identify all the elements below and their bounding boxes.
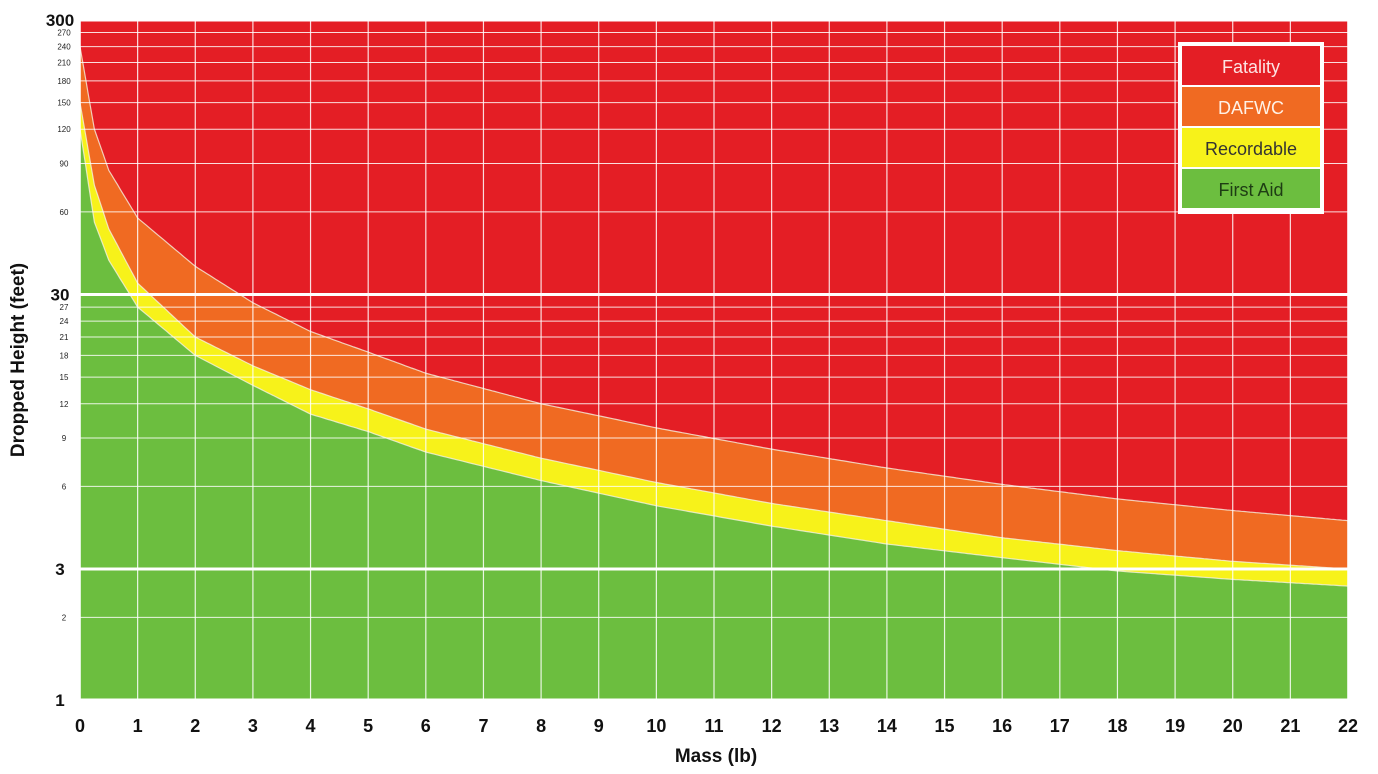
x-tick-label: 3 <box>248 716 258 736</box>
y-tick-label: 15 <box>60 373 69 382</box>
legend-swatch-fatality <box>1182 46 1320 85</box>
y-axis-label: Dropped Height (feet) <box>8 263 29 457</box>
y-tick-label: 270 <box>57 29 71 38</box>
y-tick-label: 2 <box>62 613 67 622</box>
legend-label: Recordable <box>1205 139 1297 159</box>
legend-label: DAFWC <box>1218 98 1284 118</box>
legend-swatch-dafwc <box>1182 87 1320 126</box>
x-tick-label: 10 <box>646 716 666 736</box>
legend: Fatality DAFWC Recordable First Aid <box>1178 42 1324 214</box>
x-axis-ticks: 0 1 2 3 4 5 6 7 8 9 10 11 12 13 14 15 16 17 18 19 20 21 22 <box>75 716 1358 736</box>
plot-border <box>79 19 1349 701</box>
x-tick-label: 1 <box>133 716 143 736</box>
x-tick-label: 13 <box>819 716 839 736</box>
x-tick-label: 16 <box>992 716 1012 736</box>
band-first-aid <box>80 129 1348 700</box>
y-tick-label: 240 <box>57 43 71 52</box>
y-tick-label: 120 <box>57 125 71 134</box>
y-tick-label: 60 <box>60 208 69 217</box>
y-tick-label: 27 <box>60 303 69 312</box>
x-tick-label: 7 <box>478 716 488 736</box>
x-tick-label: 19 <box>1165 716 1185 736</box>
x-tick-label: 17 <box>1050 716 1070 736</box>
x-tick-label: 0 <box>75 716 85 736</box>
x-tick-label: 15 <box>935 716 955 736</box>
y-tick-label: 6 <box>62 482 67 491</box>
y-tick-label: 18 <box>60 351 69 360</box>
x-tick-label: 11 <box>704 716 723 736</box>
y-tick-label-major: 1 <box>55 691 64 710</box>
x-tick-label: 20 <box>1223 716 1243 736</box>
x-tick-label: 21 <box>1280 716 1300 736</box>
grid <box>79 18 1349 702</box>
x-tick-label: 22 <box>1338 716 1358 736</box>
legend-swatch-recordable <box>1182 128 1320 167</box>
x-tick-label: 5 <box>363 716 373 736</box>
y-tick-label: 210 <box>57 59 71 68</box>
y-tick-label: 180 <box>57 77 71 86</box>
legend-label: First Aid <box>1218 180 1283 200</box>
x-axis-label: Mass (lb) <box>675 746 757 767</box>
y-tick-label: 24 <box>60 317 69 326</box>
y-tick-label-major: 300 <box>46 11 74 30</box>
y-tick-label: 9 <box>62 434 67 443</box>
y-tick-label-major: 3 <box>55 560 64 579</box>
y-tick-label: 150 <box>57 99 71 108</box>
x-tick-label: 18 <box>1107 716 1127 736</box>
x-tick-label: 6 <box>421 716 431 736</box>
y-tick-label: 90 <box>60 160 69 169</box>
y-tick-label-major: 30 <box>51 286 70 305</box>
x-tick-label: 4 <box>306 716 316 736</box>
x-tick-label: 8 <box>536 716 546 736</box>
x-tick-label: 14 <box>877 716 897 736</box>
y-tick-label: 12 <box>60 400 69 409</box>
legend-swatch-first-aid <box>1182 169 1320 208</box>
legend-label: Fatality <box>1222 57 1280 77</box>
y-axis-ticks: 2 6 9 12 15 18 21 24 27 60 90 120 150 180 210 240 270 1 3 3… <box>46 11 74 710</box>
y-tick-label: 21 <box>60 333 69 342</box>
x-tick-label: 9 <box>594 716 604 736</box>
x-tick-label: 2 <box>190 716 200 736</box>
x-tick-label: 12 <box>762 716 782 736</box>
